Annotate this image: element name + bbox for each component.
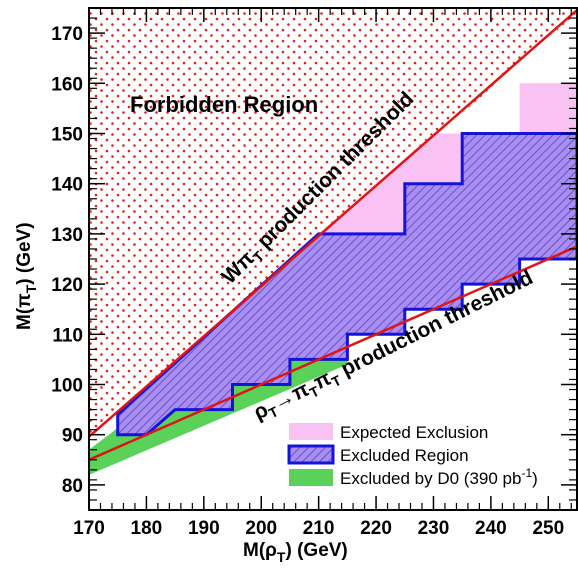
x-tick-label: 180: [131, 518, 163, 539]
x-tick-label: 190: [188, 518, 220, 539]
legend-label: Excluded by D0 (390 pb-1): [340, 466, 538, 488]
y-tick-label: 120: [51, 275, 83, 296]
svg-text:M(ρT) (GeV): M(ρT) (GeV): [243, 540, 348, 565]
x-tick-label: 250: [532, 518, 564, 539]
x-tick-label: 210: [303, 518, 335, 539]
legend-swatch-d0: [289, 469, 333, 486]
y-tick-label: 80: [62, 476, 83, 497]
y-tick-label: 110: [52, 325, 83, 346]
x-tick-label: 220: [360, 518, 392, 539]
legend: Expected Exclusion Excluded RegionExclude…: [287, 423, 538, 488]
y-tick-label: 140: [51, 175, 83, 196]
x-tick-label: 200: [245, 518, 277, 539]
x-tick-label: 240: [475, 518, 507, 539]
legend-item: Excluded Region: [287, 444, 469, 465]
expected-exclusion-region: [318, 83, 577, 234]
y-tick-label: 150: [51, 125, 83, 146]
w-threshold-line: [89, 9, 577, 438]
legend-label: Excluded Region: [340, 446, 469, 465]
legend-swatch-expected: [289, 423, 333, 440]
x-axis-title: M(ρT) (GeV): [243, 540, 348, 565]
legend-label: Expected Exclusion: [340, 423, 488, 442]
svg-text:M(πT) (GeV): M(πT) (GeV): [14, 222, 39, 330]
y-tick-label: 160: [51, 74, 83, 95]
legend-item: Excluded by D0 (390 pb-1): [289, 466, 538, 488]
forbidden-region-label: Forbidden Region: [130, 92, 318, 117]
x-tick-label: 230: [418, 518, 450, 539]
x-tick-label: 170: [73, 518, 105, 539]
y-tick-label: 100: [51, 376, 83, 397]
y-tick-label: 90: [62, 426, 83, 447]
y-tick-label: 130: [51, 225, 83, 246]
rho-threshold-line: [89, 245, 577, 461]
y-axis-title: M(πT) (GeV): [14, 222, 39, 330]
legend-swatch-excluded: [287, 444, 335, 465]
y-tick-label: 170: [51, 24, 83, 45]
legend-item: Expected Exclusion: [289, 423, 488, 442]
